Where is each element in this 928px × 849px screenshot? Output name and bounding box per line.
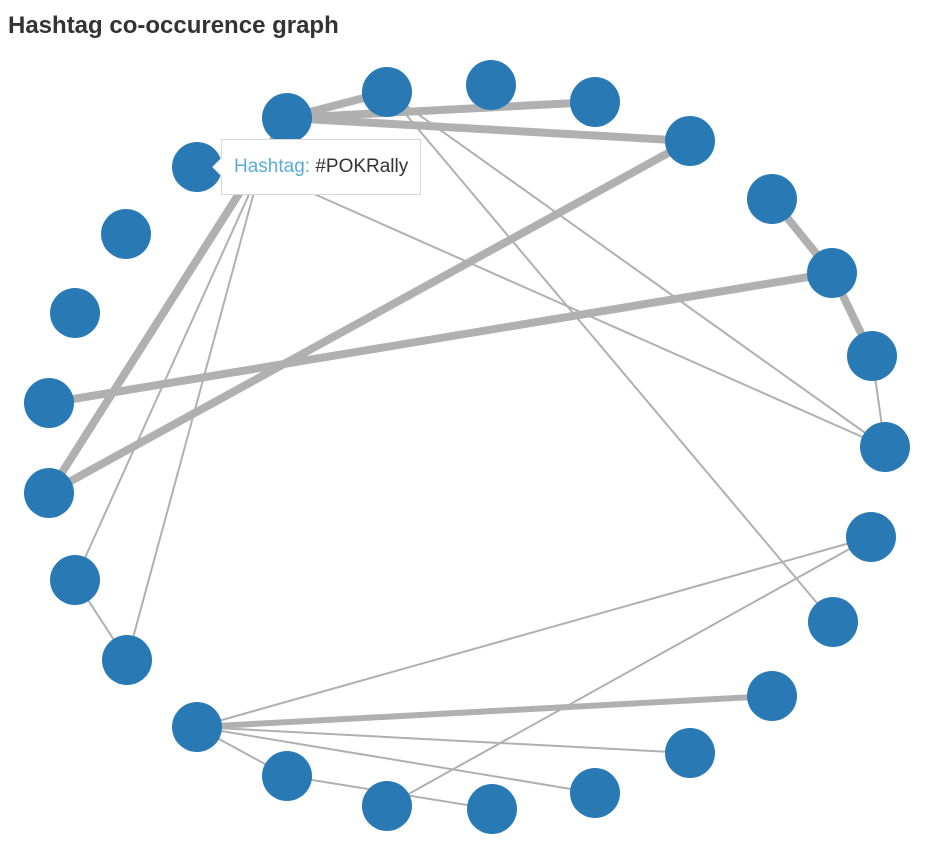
graph-node[interactable] (807, 248, 857, 298)
graph-node[interactable] (860, 422, 910, 472)
graph-edge (74, 169, 261, 581)
graph-node[interactable] (101, 209, 151, 259)
graph-node[interactable] (24, 378, 74, 428)
graph-edge (386, 91, 834, 623)
graph-node[interactable] (262, 93, 312, 143)
graph-edge (196, 536, 872, 728)
graph-node[interactable] (102, 635, 152, 685)
graph-edge (283, 114, 694, 145)
graph-node[interactable] (665, 116, 715, 166)
graph-edge (194, 693, 775, 730)
graph-node[interactable] (747, 671, 797, 721)
graph-edge (386, 536, 872, 807)
graph-node[interactable] (747, 174, 797, 224)
graph-node[interactable] (262, 751, 312, 801)
graph-node[interactable] (570, 77, 620, 127)
graph-node[interactable] (362, 781, 412, 831)
graph-edge (196, 726, 691, 754)
graph-node[interactable] (570, 768, 620, 818)
graph-node[interactable] (846, 512, 896, 562)
tooltip-key: Hashtag: (234, 156, 311, 177)
graph-edge (45, 137, 694, 497)
tooltip-pointer-fill (213, 158, 222, 176)
graph-node-hovered[interactable] (172, 142, 222, 192)
node-tooltip: Hashtag: #POKRally (212, 139, 422, 195)
graph-edge (259, 169, 886, 448)
graph-node[interactable] (847, 331, 897, 381)
node-layer (24, 60, 910, 834)
graph-node[interactable] (466, 60, 516, 110)
page-title: Hashtag co-occurence graph (8, 12, 339, 39)
graph-node[interactable] (467, 784, 517, 834)
graph-node[interactable] (50, 288, 100, 338)
graph-edge (386, 91, 886, 448)
graph-node[interactable] (172, 702, 222, 752)
graph-node[interactable] (50, 555, 100, 605)
graph-edge (283, 98, 599, 122)
graph-node[interactable] (665, 728, 715, 778)
tooltip-value: #POKRally (315, 156, 409, 177)
graph-edge (126, 169, 261, 661)
graph-node[interactable] (24, 468, 74, 518)
graph-node[interactable] (362, 67, 412, 117)
graph-edge (196, 726, 596, 794)
graph-edge (45, 269, 836, 407)
graph-node[interactable] (808, 597, 858, 647)
